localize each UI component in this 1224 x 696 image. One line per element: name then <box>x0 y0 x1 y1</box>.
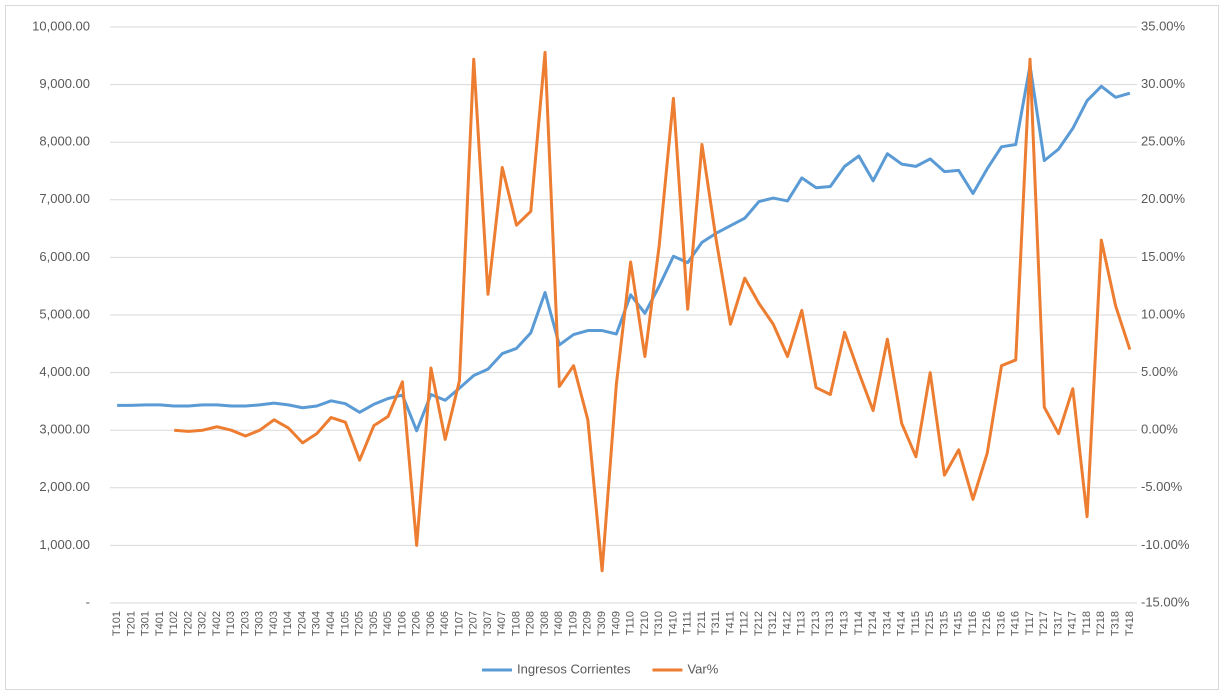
y-tick-label: 3,000.00 <box>39 422 90 437</box>
x-tick-label: T310 <box>653 611 665 636</box>
x-tick-label: T208 <box>525 611 537 636</box>
x-tick-label: T202 <box>182 611 194 636</box>
x-tick-label: T406 <box>439 611 451 636</box>
legend-label: Var% <box>687 661 718 676</box>
x-tick-label: T103 <box>225 611 237 636</box>
x-tick-label: T307 <box>482 611 494 636</box>
x-tick-label: T313 <box>824 611 836 636</box>
x-tick-label: T108 <box>510 611 522 636</box>
y-tick-label: - <box>86 594 90 609</box>
x-tick-label: T312 <box>767 611 779 636</box>
x-tick-label: T203 <box>239 611 251 636</box>
x-tick-label: T218 <box>1095 611 1107 636</box>
y-tick-label: 5,000.00 <box>39 306 90 321</box>
y2-tick-label: 20.00% <box>1141 191 1186 206</box>
x-tick-label: T212 <box>753 611 765 636</box>
x-tick-label: T116 <box>967 611 979 635</box>
y2-tick-label: -10.00% <box>1141 537 1190 552</box>
x-tick-label: T104 <box>282 611 294 636</box>
x-tick-label: T106 <box>396 611 408 636</box>
x-tick-label: T403 <box>268 611 280 636</box>
x-tick-label: T405 <box>382 611 394 636</box>
x-tick-label: T417 <box>1067 611 1079 636</box>
x-tick-label: T206 <box>411 611 423 636</box>
x-tick-label: T410 <box>667 611 679 636</box>
x-tick-label: T315 <box>938 611 950 636</box>
x-tick-label: T301 <box>140 611 152 636</box>
x-tick-label: T411 <box>724 611 736 635</box>
x-tick-label: T408 <box>553 611 565 636</box>
x-tick-label: T414 <box>896 611 908 636</box>
y-tick-label: 10,000.00 <box>32 18 90 33</box>
y2-tick-label: -15.00% <box>1141 594 1190 609</box>
x-tick-label: T302 <box>197 611 209 636</box>
x-tick-label: T118 <box>1081 611 1093 635</box>
x-tick-label: T412 <box>781 611 793 636</box>
x-tick-label: T213 <box>810 611 822 636</box>
x-tick-label: T407 <box>496 611 508 636</box>
x-tick-label: T205 <box>354 611 366 636</box>
series-line <box>174 50 1132 573</box>
y2-tick-label: 25.00% <box>1141 134 1186 149</box>
y2-tick-label: 35.00% <box>1141 18 1186 33</box>
y2-tick-label: -5.00% <box>1141 479 1183 494</box>
y-tick-label: 4,000.00 <box>39 364 90 379</box>
x-tick-label: T109 <box>567 611 579 636</box>
x-tick-label: T318 <box>1110 611 1122 636</box>
x-tick-label: T117 <box>1024 611 1036 635</box>
x-tick-label: T209 <box>582 611 594 636</box>
y-tick-label: 7,000.00 <box>39 191 90 206</box>
x-tick-label: T210 <box>639 611 651 636</box>
x-tick-label: T402 <box>211 611 223 636</box>
x-tick-label: T110 <box>625 611 637 635</box>
x-tick-label: T111 <box>682 611 694 634</box>
x-tick-label: T105 <box>339 611 351 636</box>
legend-label: Ingresos Corrientes <box>517 661 631 676</box>
x-tick-label: T415 <box>953 611 965 636</box>
x-tick-label: T311 <box>710 611 722 635</box>
x-tick-label: T308 <box>539 611 551 636</box>
x-tick-label: T107 <box>453 611 465 636</box>
x-tick-label: T416 <box>1010 611 1022 636</box>
x-tick-label: T216 <box>981 611 993 636</box>
x-tick-label: T211 <box>696 611 708 635</box>
x-tick-label: T304 <box>311 611 323 636</box>
y2-tick-label: 5.00% <box>1141 364 1178 379</box>
x-tick-label: T413 <box>838 611 850 636</box>
y-tick-label: 6,000.00 <box>39 249 90 264</box>
x-tick-label: T101 <box>111 611 123 636</box>
x-tick-label: T401 <box>154 611 166 636</box>
x-tick-label: T418 <box>1124 611 1136 636</box>
y-tick-label: 1,000.00 <box>39 537 90 552</box>
y-tick-label: 9,000.00 <box>39 76 90 91</box>
x-tick-label: T303 <box>254 611 266 636</box>
y-tick-label: 8,000.00 <box>39 134 90 149</box>
x-tick-label: T217 <box>1038 611 1050 636</box>
y2-tick-label: 30.00% <box>1141 76 1186 91</box>
x-tick-label: T114 <box>853 611 865 635</box>
y2-tick-label: 15.00% <box>1141 249 1186 264</box>
x-tick-label: T306 <box>425 611 437 636</box>
x-tick-label: T102 <box>168 611 180 636</box>
y2-tick-label: 10.00% <box>1141 306 1186 321</box>
x-tick-label: T317 <box>1052 611 1064 636</box>
y-tick-label: 2,000.00 <box>39 479 90 494</box>
x-tick-label: T115 <box>910 611 922 635</box>
x-tick-label: T404 <box>325 611 337 636</box>
x-tick-label: T113 <box>796 611 808 635</box>
x-tick-label: T409 <box>610 611 622 636</box>
x-tick-label: T214 <box>867 611 879 636</box>
y2-tick-label: 0.00% <box>1141 422 1178 437</box>
x-tick-label: T207 <box>468 611 480 636</box>
x-tick-label: T309 <box>596 611 608 636</box>
x-tick-label: T204 <box>296 611 308 636</box>
x-tick-label: T316 <box>995 611 1007 636</box>
x-tick-label: T201 <box>125 611 137 636</box>
x-tick-label: T305 <box>368 611 380 636</box>
x-tick-label: T215 <box>924 611 936 636</box>
x-tick-label: T112 <box>739 611 751 635</box>
x-tick-label: T314 <box>881 611 893 636</box>
